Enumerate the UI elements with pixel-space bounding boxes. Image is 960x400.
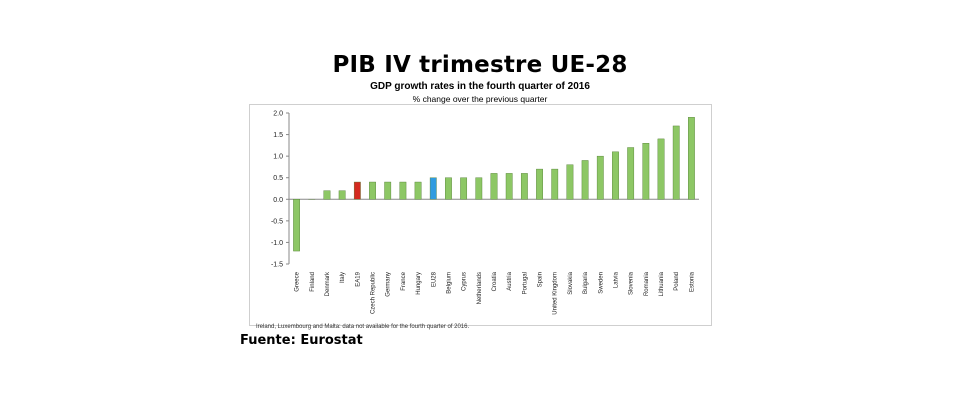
bar-estonia (688, 117, 695, 200)
x-tick-label: Poland (674, 272, 680, 291)
bar-portugal (520, 173, 528, 200)
bar-latvia (612, 151, 619, 200)
x-tick-label: Latvia (613, 271, 619, 288)
x-tick-label: Spain (538, 272, 544, 287)
y-tick-label: 0.5 (273, 175, 283, 182)
bar-france (399, 181, 407, 200)
x-tick-label: Austria (507, 271, 513, 290)
chart-title: GDP growth rates in the fourth quarter o… (370, 81, 590, 92)
x-tick-label: Netherlands (477, 272, 483, 304)
bar-united-kingdom (551, 168, 559, 200)
bar-cyprus (460, 177, 468, 200)
bar-slovenia (627, 147, 635, 200)
bar-austria (505, 173, 513, 200)
x-tick-label: Portugal (522, 272, 528, 294)
y-tick-label: 0.0 (273, 197, 283, 204)
x-tick-label: Estonia (689, 271, 695, 292)
x-tick-label: United Kingdom (553, 272, 559, 315)
bar-greece (293, 199, 300, 252)
y-tick-label: -1.0 (271, 240, 283, 247)
x-tick-label: Cyprus (462, 272, 468, 291)
x-tick-label: France (401, 271, 407, 290)
y-tick-label: 1.5 (273, 132, 283, 139)
x-tick-label: Croatia (492, 271, 498, 291)
x-tick-label: Slovenia (629, 271, 635, 295)
x-tick-label: Slovakia (568, 271, 574, 294)
gdp-bar-chart: 2.0 1.5 1.0 0.5 0.0 -0.5 -1.0 -1.5 Greece Finland… (271, 111, 699, 315)
y-tick-label: -1.5 (271, 262, 283, 269)
x-tick-label: Italy (340, 272, 346, 283)
bar-hungary (414, 181, 422, 200)
bar-ea19 (353, 181, 361, 200)
x-tick-label: Bulgaria (583, 271, 589, 294)
bar-slovakia (566, 164, 574, 200)
x-tick-label: Romania (644, 271, 650, 296)
chart-subtitle: % change over the previous quarter (412, 94, 548, 104)
x-tick-label: Finland (310, 272, 316, 292)
bar-eu28 (429, 177, 437, 200)
x-tick-label: Lithuania (659, 271, 665, 296)
bar-croatia (490, 173, 498, 200)
bar-sweden (596, 155, 604, 200)
bar-poland (672, 125, 680, 200)
x-tick-label: Germany (386, 272, 392, 297)
bar-spain (536, 168, 543, 200)
x-tick-label: Czech Republic (371, 272, 377, 314)
bar-germany (384, 181, 392, 200)
y-tick-label: -0.5 (271, 218, 283, 225)
bar-denmark (323, 190, 331, 200)
x-tick-label: Belgium (446, 272, 452, 294)
bar-netherlands (475, 177, 483, 200)
x-tick-label: Sweden (598, 272, 604, 294)
x-tick-label: Hungary (416, 272, 422, 295)
bar-belgium (445, 177, 452, 200)
y-tick-label: 1.0 (273, 154, 283, 161)
x-tick-label: EU28 (431, 271, 437, 287)
bar-czech-republic (369, 181, 376, 200)
page-title: PIB IV trimestre UE-28 (332, 52, 628, 78)
y-tick-label: 2.0 (273, 111, 283, 118)
bar-lithuania (657, 138, 665, 200)
x-tick-label: Denmark (325, 271, 331, 296)
bar-romania (642, 143, 650, 200)
x-tick-label: Greece (295, 271, 301, 291)
bar-bulgaria (581, 160, 589, 200)
x-tick-label: EA19 (355, 271, 361, 286)
chart-footnote: Ireland, Luxembourg and Malta: data not … (256, 324, 470, 330)
source-label: Fuente: Eurostat (240, 333, 363, 348)
chart-frame (249, 104, 712, 326)
bar-italy (338, 190, 346, 200)
